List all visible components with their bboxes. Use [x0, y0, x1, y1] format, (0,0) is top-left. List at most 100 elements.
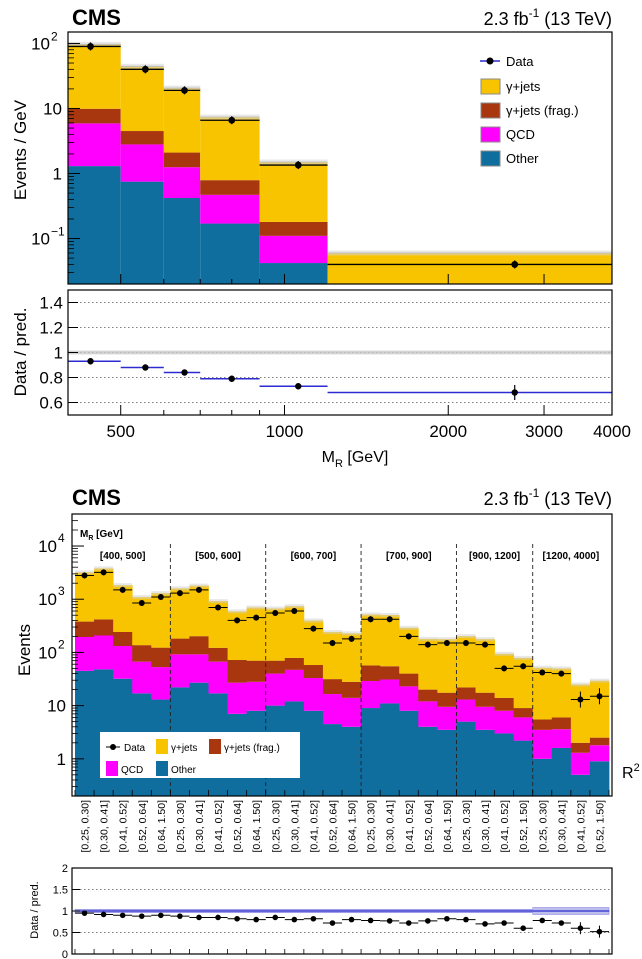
bottom-bar-qcd-16 — [380, 679, 400, 704]
bottom-r2-bin-label-3: [0.52, 0.64] — [137, 800, 149, 853]
bottom-unc-band-4 — [151, 591, 171, 596]
bottom-bar-gjets-23 — [513, 657, 534, 709]
bottom-unc-band-10 — [265, 606, 285, 611]
top-bar-gjets-5 — [327, 252, 612, 284]
bottom-bar-other-20 — [456, 721, 476, 796]
bottom-bar-qcd-26 — [570, 752, 591, 775]
top-legend-other: Other — [506, 151, 539, 166]
bottom-data-point-24 — [539, 669, 546, 676]
bottom-data-point-20 — [462, 640, 469, 647]
bottom-ratio-point-4 — [158, 912, 164, 919]
bottom-data-point-21 — [482, 641, 489, 648]
top-ratio-point-5 — [511, 389, 518, 396]
bottom-bar-frag-26 — [570, 742, 591, 753]
bottom-bar-gjets-2 — [113, 585, 133, 633]
bottom-bar-frag-8 — [227, 660, 248, 683]
bottom-bar-qcd-17 — [399, 686, 419, 711]
bottom-bar-gjets-21 — [475, 639, 495, 693]
bottom-bar-gjets-4 — [151, 593, 171, 648]
bottom-ratio-point-12 — [310, 915, 317, 922]
top-bar-qcd-3 — [200, 194, 260, 224]
bottom-unc-band-22 — [494, 651, 514, 656]
bottom-bar-frag-0 — [75, 621, 95, 637]
bottom-ratio-point-5 — [177, 913, 183, 919]
bottom-r2-bin-label-8: [0.52, 0.64] — [232, 800, 244, 853]
top-cms-label: CMS — [72, 5, 121, 30]
bottom-ylabel: Events — [15, 624, 34, 676]
top-data-point-2 — [181, 86, 188, 94]
top-legend-frag: γ+jets (frag.) — [506, 103, 579, 118]
legend-other-swatch — [480, 150, 501, 167]
bottom-unc-band-18 — [418, 636, 438, 641]
bottom-r2-bin-label-17: [0.41, 0.52] — [404, 800, 416, 853]
bottom-unc-band-6 — [189, 583, 209, 588]
bottom-bar-other-22 — [494, 733, 515, 796]
bottom-ratio-point-23 — [520, 925, 526, 931]
bottom-data-point-10 — [272, 610, 279, 617]
bottom-r2-bin-label-0: [0.25, 0.30] — [80, 800, 92, 853]
bottom-r2-bin-label-22: [0.41, 0.52] — [499, 800, 511, 853]
bottom-bar-frag-15 — [361, 665, 381, 682]
bottom-bar-frag-14 — [342, 681, 362, 698]
bottom-data-point-25 — [558, 670, 565, 677]
bottom-data-point-17 — [405, 633, 412, 640]
bottom-ratio-point-26 — [577, 925, 584, 931]
bottom-ratio-point-7 — [215, 914, 221, 921]
top-bar-other-1 — [120, 181, 164, 284]
bottom-ratio-point-14 — [348, 916, 355, 923]
bottom-bar-gjets-26 — [570, 684, 591, 743]
bottom-bar-qcd-15 — [361, 681, 381, 709]
bottom-ratio-point-16 — [386, 918, 393, 924]
bottom-r2-bin-labels: [0.25, 0.30] [0.30, 0.41] [0.41, 0.52] [0.5… — [80, 800, 607, 853]
bottom-r2-bin-label-26: [0.41, 0.52] — [575, 800, 587, 853]
bottom-bar-qcd-27 — [589, 745, 610, 762]
top-bar-gjets-4 — [259, 162, 328, 222]
top-xtick-label-4: 4000 — [593, 422, 631, 441]
bottom-r2-bin-label-4: [0.64, 1.50] — [156, 800, 168, 853]
bottom-unc-band-0 — [75, 570, 95, 575]
bottom-r2-bin-label-5: [0.25, 0.30] — [175, 800, 187, 853]
bottom-bar-gjets-18 — [418, 638, 438, 690]
bottom-bar-frag-16 — [380, 666, 400, 680]
bottom-data-point-14 — [348, 635, 355, 642]
bottom-ratio-point-25 — [558, 920, 565, 926]
bottom-r2-bin-label-23: [0.52, 1.50] — [518, 800, 530, 853]
bottom-ytick-sup-2: 2 — [58, 637, 65, 651]
bottom-r2-bin-label-2: [0.41, 0.52] — [118, 800, 130, 853]
bottom-group-labels: [400, 500] [500, 600] [600, 700] [700, 900]… — [100, 551, 599, 562]
bottom-data-point-3 — [138, 599, 145, 606]
bottom-bar-other-21 — [475, 729, 495, 796]
bottom-bar-gjets-8 — [227, 611, 248, 661]
bottom-ratio-point-6 — [196, 914, 202, 921]
bottom-data-point-19 — [443, 640, 450, 647]
legend-data-marker — [486, 57, 494, 65]
top-legend-gjets: γ+jets — [506, 79, 541, 94]
bottom-group-label-0: [400, 500] — [100, 551, 146, 562]
bottom-unc-band-5 — [170, 586, 190, 591]
bottom-bar-frag-13 — [322, 679, 343, 695]
bottom-bar-other-0 — [75, 670, 95, 796]
bottom-bar-qcd-25 — [551, 729, 572, 748]
top-legend-data: Data — [506, 54, 534, 69]
bottom-legend-qcd: QCD — [121, 765, 143, 776]
top-ytick-sup-3: 2 — [51, 29, 58, 43]
bottom-data-point-5 — [176, 590, 183, 597]
bottom-bar-qcd-9 — [246, 681, 267, 711]
bottom-bar-other-18 — [418, 726, 438, 796]
bottom-legend-frag: γ+jets (frag.) — [224, 743, 280, 754]
bottom-r2-bin-label-11: [0.30, 0.41] — [289, 800, 301, 853]
top-data-point-5 — [511, 261, 519, 268]
bottom-ratio-point-10 — [272, 914, 279, 921]
bottom-bar-qcd-4 — [151, 667, 171, 700]
bottom-bar-gjets-13 — [322, 632, 343, 680]
top-ratio-ytick-label-0: 0.6 — [39, 394, 63, 413]
bottom-ratio-point-0 — [81, 910, 88, 916]
bottom-bar-frag-7 — [208, 647, 228, 662]
bottom-data-point-23 — [520, 663, 527, 670]
bottom-ytick-label-1: 10 — [47, 697, 66, 716]
bottom-bar-gjets-24 — [532, 667, 553, 720]
b-legend-qcd-swatch — [106, 761, 118, 776]
